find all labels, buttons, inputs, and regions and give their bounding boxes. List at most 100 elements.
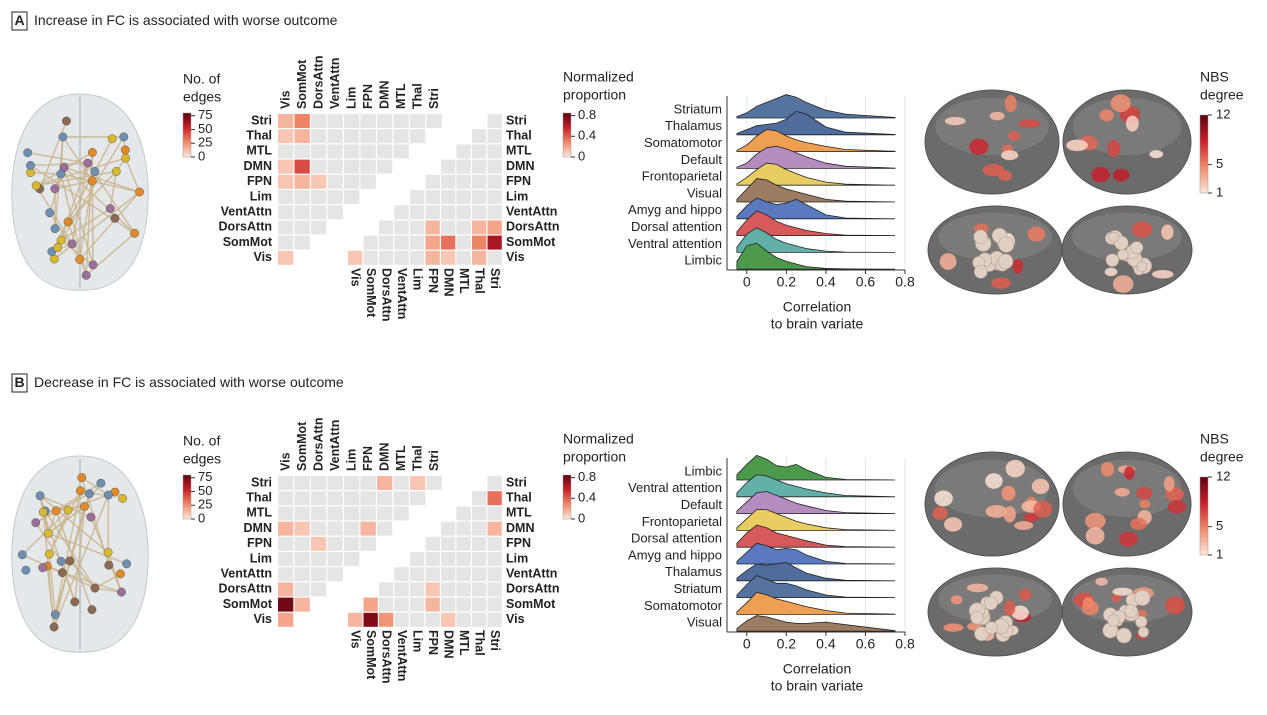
brain-edge (69, 560, 96, 589)
surface-patch (989, 111, 1005, 121)
matrix-cell (394, 582, 409, 597)
colorbar (182, 112, 192, 158)
brain-node (67, 239, 77, 249)
row-label: FPN (247, 174, 272, 188)
surface-patch (943, 517, 963, 532)
matrix-cell (410, 476, 426, 490)
surface-patch (1033, 500, 1053, 518)
y-tick-label: Dorsal attention (631, 219, 722, 234)
matrix-cell (327, 552, 343, 566)
matrix-cell (394, 205, 409, 220)
matrix-cell (360, 521, 376, 536)
matrix-cell (472, 506, 487, 521)
matrix-cell (472, 235, 487, 250)
matrix-cell (311, 521, 327, 536)
row-label: Lim (250, 551, 272, 565)
ridge (736, 145, 896, 169)
row-label: Stri (251, 113, 272, 127)
brain-node (53, 243, 62, 253)
row-label: DorsAttn (506, 220, 559, 234)
brain-node (103, 490, 113, 500)
brain-node (90, 167, 100, 176)
matrix-cell (278, 144, 294, 159)
subcortex (1130, 241, 1144, 255)
matrix-cell (360, 144, 376, 159)
matrix-cell (379, 220, 394, 235)
brain-node (50, 224, 60, 234)
matrix-cell (456, 506, 471, 521)
surface-patch (1023, 512, 1039, 523)
matrix-cell (311, 129, 327, 144)
matrix-cell (441, 521, 456, 536)
brain-node (117, 587, 126, 597)
surface-patch (939, 253, 957, 270)
matrix-cell (278, 536, 294, 551)
row-label: VentAttn (506, 204, 557, 218)
row-label: DorsAttn (219, 220, 272, 234)
matrix-cell (472, 190, 487, 204)
column-label: VentAttn (328, 420, 342, 471)
brain-surface (1061, 205, 1193, 295)
y-tick-label: Striatum (674, 101, 722, 116)
brain-surface (924, 451, 1060, 557)
column-label: SomMot (364, 268, 378, 318)
matrix-cell (410, 220, 425, 235)
matrix-cell (327, 144, 343, 159)
surface-patch (990, 277, 1011, 289)
matrix-cell (278, 476, 294, 490)
x-tick-label: 0 (743, 636, 751, 652)
row-label: DorsAttn (219, 582, 272, 596)
row-label: Stri (251, 475, 272, 489)
column-label: Vis (349, 630, 363, 649)
brain-node (43, 528, 53, 538)
brain-node (70, 597, 80, 607)
brain-node (111, 167, 121, 176)
surface-patch (1001, 150, 1019, 161)
colorbar (1199, 476, 1209, 556)
brain-edge (62, 571, 122, 593)
matrix-cell (344, 506, 360, 521)
column-label: MTL (457, 630, 471, 656)
matrix-cell (327, 159, 343, 174)
subcortex (1117, 249, 1129, 261)
matrix-cell (379, 597, 394, 612)
matrix-cell (294, 521, 310, 536)
matrix-cell (472, 144, 487, 159)
matrix-cell (472, 159, 487, 174)
matrix-cell (410, 205, 425, 220)
brain-edge (39, 495, 109, 553)
matrix-cell (327, 114, 343, 128)
matrix-cell (327, 521, 343, 536)
brain-node (121, 153, 130, 163)
matrix-cell (441, 220, 456, 235)
x-tick-label: 0.4 (816, 636, 836, 652)
matrix-cell (472, 552, 487, 566)
brain-surface (1062, 451, 1192, 557)
y-tick-label: Ventral attention (628, 236, 722, 251)
column-label: SomMot (295, 421, 309, 471)
matrix-cell (456, 159, 471, 174)
brain-edge (35, 522, 62, 562)
brain-edge (67, 170, 117, 223)
matrix-cell (311, 582, 327, 597)
matrix-cell (472, 491, 487, 506)
surface-patch (1091, 166, 1110, 183)
colorbar-tick-label: 25 (198, 135, 212, 150)
surface-patch (950, 595, 963, 605)
brain-node (86, 512, 96, 522)
matrix-cell (456, 536, 471, 551)
matrix-cell (360, 159, 376, 174)
row-label: DMN (244, 521, 272, 535)
matrix-cell (410, 114, 426, 128)
matrix-cell (327, 174, 343, 189)
matrix-cell (278, 567, 294, 582)
surface-patch (1136, 486, 1153, 500)
matrix-cell (456, 597, 471, 612)
matrix-cell (311, 144, 327, 159)
brain-surface (924, 89, 1060, 195)
ridge (736, 491, 896, 514)
matrix-cell (425, 536, 440, 551)
ridge (736, 509, 896, 531)
column-label: Stri (488, 630, 502, 651)
matrix-cell (379, 250, 394, 265)
